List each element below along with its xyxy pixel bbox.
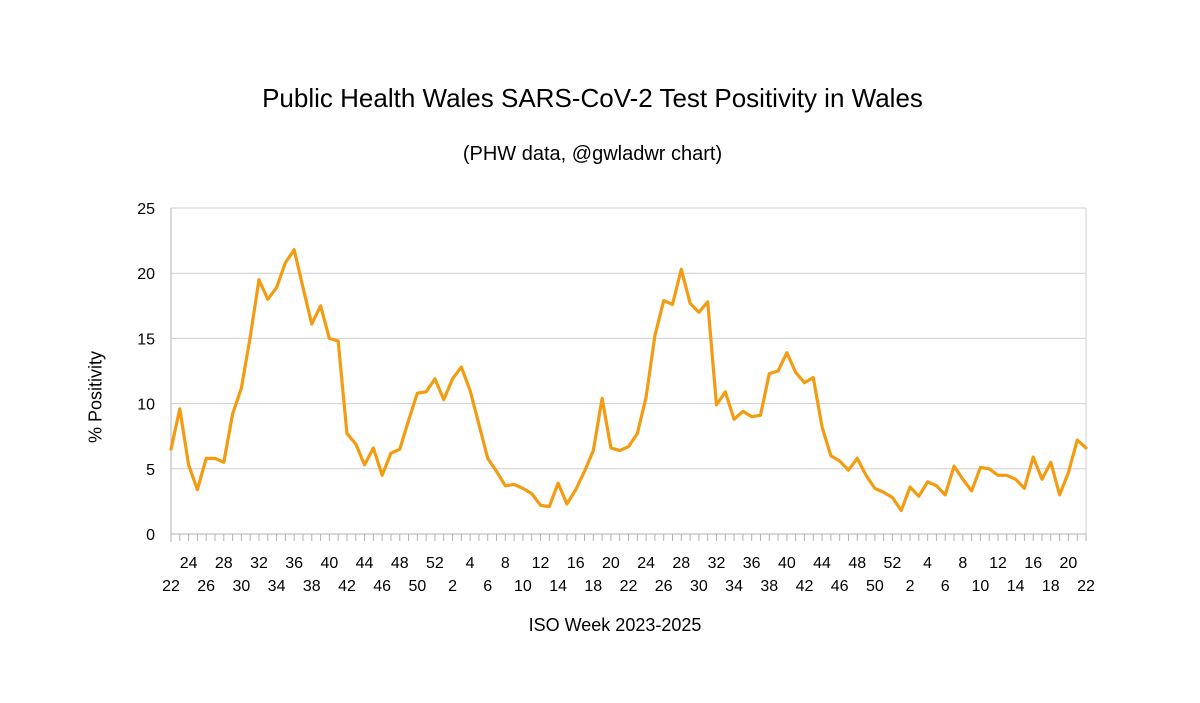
- x-tick-label: 6: [941, 578, 950, 595]
- x-tick-label: 30: [232, 578, 250, 595]
- x-tick-label: 38: [760, 578, 778, 595]
- x-tick-label: 32: [708, 555, 726, 572]
- x-tick-label: 40: [778, 555, 796, 572]
- x-tick-label: 34: [725, 578, 743, 595]
- x-tick-label: 24: [637, 555, 655, 572]
- x-tick-label: 32: [250, 555, 268, 572]
- x-tick-label: 12: [989, 555, 1007, 572]
- x-tick-label: 16: [567, 555, 585, 572]
- x-tick-label: 52: [426, 555, 444, 572]
- x-tick-label: 36: [743, 555, 761, 572]
- x-tick-label: 42: [338, 578, 356, 595]
- x-tick-label: 20: [1060, 555, 1078, 572]
- chart-title: Public Health Wales SARS-CoV-2 Test Posi…: [262, 83, 923, 113]
- x-tick-label: 48: [848, 555, 866, 572]
- x-tick-label: 34: [268, 578, 286, 595]
- x-tick-label: 24: [180, 555, 198, 572]
- y-tick-label: 0: [146, 527, 155, 544]
- x-tick-label: 46: [831, 578, 849, 595]
- x-tick-label: 42: [796, 578, 814, 595]
- x-tick-label: 16: [1024, 555, 1042, 572]
- x-tick-label: 8: [501, 555, 510, 572]
- x-tick-label: 12: [532, 555, 550, 572]
- x-axis-label: ISO Week 2023-2025: [528, 615, 702, 635]
- x-tick-label: 10: [972, 578, 990, 595]
- x-tick-label: 14: [1007, 578, 1025, 595]
- series-line-positivity: [169, 248, 1088, 513]
- x-tick-label: 50: [408, 578, 426, 595]
- x-tick-label: 28: [215, 555, 233, 572]
- x-tick-label: 8: [958, 555, 967, 572]
- x-tick-label: 40: [320, 555, 338, 572]
- x-tick-label: 22: [1077, 578, 1095, 595]
- x-tick-label: 44: [356, 555, 374, 572]
- x-tick-label: 10: [514, 578, 532, 595]
- x-tick-label: 44: [813, 555, 831, 572]
- y-tick-label: 10: [137, 397, 155, 414]
- y-tick-label: 15: [137, 331, 155, 348]
- x-tick-label: 26: [197, 578, 215, 595]
- chart-subtitle: (PHW data, @gwladwr chart): [462, 143, 723, 165]
- x-tick-label: 4: [466, 555, 475, 572]
- x-tick-label: 26: [655, 578, 673, 595]
- x-tick-label: 4: [923, 555, 932, 572]
- y-tick-label: 25: [137, 201, 155, 218]
- x-tick-label: 2: [448, 578, 457, 595]
- x-tick-label: 50: [866, 578, 884, 595]
- x-tick-label: 18: [1042, 578, 1060, 595]
- x-tick-label: 22: [620, 578, 638, 595]
- x-tick-label: 28: [672, 555, 690, 572]
- x-tick-label: 36: [285, 555, 303, 572]
- x-tick-label: 22: [162, 578, 180, 595]
- x-tick-label: 52: [884, 555, 902, 572]
- x-tick-label: 18: [584, 578, 602, 595]
- x-tick-label: 38: [303, 578, 321, 595]
- x-tick-label: 48: [391, 555, 409, 572]
- y-tick-label: 20: [137, 266, 155, 283]
- x-tick-label: 14: [549, 578, 567, 595]
- x-tick-label: 20: [602, 555, 620, 572]
- x-tick-label: 30: [690, 578, 708, 595]
- x-tick-label: 6: [483, 578, 492, 595]
- x-tick-label: 46: [373, 578, 391, 595]
- x-tick-label: 2: [906, 578, 915, 595]
- y-tick-label: 5: [146, 462, 155, 479]
